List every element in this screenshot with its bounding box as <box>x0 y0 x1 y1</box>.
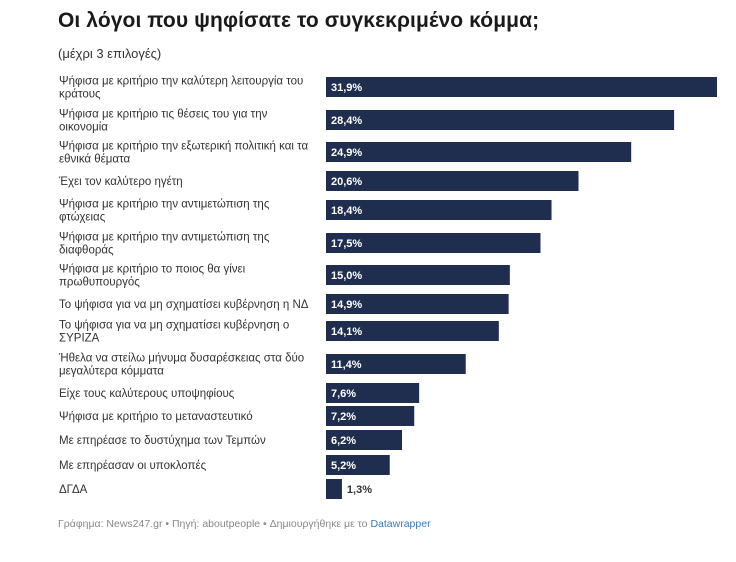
category-label: Έχει τον καλύτερο ηγέτη <box>58 176 183 188</box>
bar <box>326 110 675 130</box>
bar <box>326 383 420 403</box>
chart-footer: Γράφημα: News247.gr • Πηγή: aboutpeople … <box>58 518 431 530</box>
category-label: εθνικά θέματα <box>59 154 130 166</box>
category-label: φτώχειας <box>59 212 106 224</box>
category-label: Ψήφισα με κριτήριο τις θέσεις του για τη… <box>59 109 268 121</box>
category-label: οικονομία <box>59 122 108 134</box>
value-label: 28,4% <box>331 115 362 127</box>
value-label: 24,9% <box>331 147 362 159</box>
bar <box>326 77 717 97</box>
chart-subtitle: (μέχρι 3 επιλογές) <box>58 46 162 61</box>
bar <box>326 406 415 426</box>
value-label: 17,5% <box>331 238 362 250</box>
value-label: 6,2% <box>331 435 356 447</box>
category-label: Με επηρέασαν οι υποκλοπές <box>59 460 207 472</box>
value-label: 7,6% <box>331 388 356 400</box>
bar <box>326 354 466 374</box>
bar <box>326 265 510 285</box>
value-label: 20,6% <box>331 176 362 188</box>
category-label: Είχε τους καλύτερους υποψηφίους <box>59 388 235 400</box>
datawrapper-link[interactable]: Datawrapper <box>370 518 431 530</box>
bar <box>326 142 632 162</box>
value-label: 15,0% <box>331 270 362 282</box>
category-label: Ψήφισα με κριτήριο την αντιμετώπιση της <box>59 232 270 244</box>
bar <box>326 455 390 475</box>
footer-credits: Γράφημα: News247.gr • Πηγή: aboutpeople … <box>58 518 371 530</box>
category-label: ΣΥΡΙΖΑ <box>59 333 100 345</box>
bar <box>326 200 552 220</box>
value-label: 14,1% <box>331 326 362 338</box>
category-label: Ήθελα να στείλω μήνυμα δυσαρέσκειας στα … <box>58 353 304 365</box>
category-label: Το ψήφισα για να μη σχηματίσει κυβέρνηση… <box>59 299 309 311</box>
category-label: Ψήφισα με κριτήριο την αντιμετώπιση της <box>59 199 270 211</box>
category-label: Ψήφισα με κριτήριο το μεταναστευτικό <box>59 411 253 423</box>
category-label: Με επηρέασε το δυστύχημα των Τεμπών <box>59 435 266 447</box>
value-label: 11,4% <box>331 359 362 371</box>
bar-chart: Ψήφισα με κριτήριο την καλύτερη λειτουργ… <box>58 76 717 499</box>
bar <box>326 294 509 314</box>
category-label: Ψήφισα με κριτήριο το ποιος θα γίνει <box>59 264 246 276</box>
chart-title: Οι λόγοι που ψηφίσατε το συγκεκριμένο κό… <box>58 9 540 32</box>
bar <box>326 171 579 191</box>
category-label: διαφθοράς <box>59 245 114 257</box>
value-label: 1,3% <box>347 484 372 496</box>
bar <box>326 479 342 499</box>
bar <box>326 321 499 341</box>
category-label: μεγαλύτερα κόμματα <box>59 366 164 378</box>
bar <box>326 430 402 450</box>
category-label: Ψήφισα με κριτήριο την καλύτερη λειτουργ… <box>59 76 303 88</box>
category-label: ΔΓΔΑ <box>59 484 88 496</box>
category-label: πρωθυπουργός <box>59 277 140 289</box>
value-label: 5,2% <box>331 460 356 472</box>
value-label: 14,9% <box>331 299 362 311</box>
value-label: 7,2% <box>331 411 356 423</box>
value-label: 18,4% <box>331 205 362 217</box>
value-label: 31,9% <box>331 82 362 94</box>
category-label: Το ψήφισα για να μη σχηματίσει κυβέρνηση… <box>59 320 289 332</box>
category-label: Ψήφισα με κριτήριο την εξωτερική πολιτικ… <box>59 141 309 153</box>
category-label: κράτους <box>59 89 101 101</box>
bar <box>326 233 541 253</box>
